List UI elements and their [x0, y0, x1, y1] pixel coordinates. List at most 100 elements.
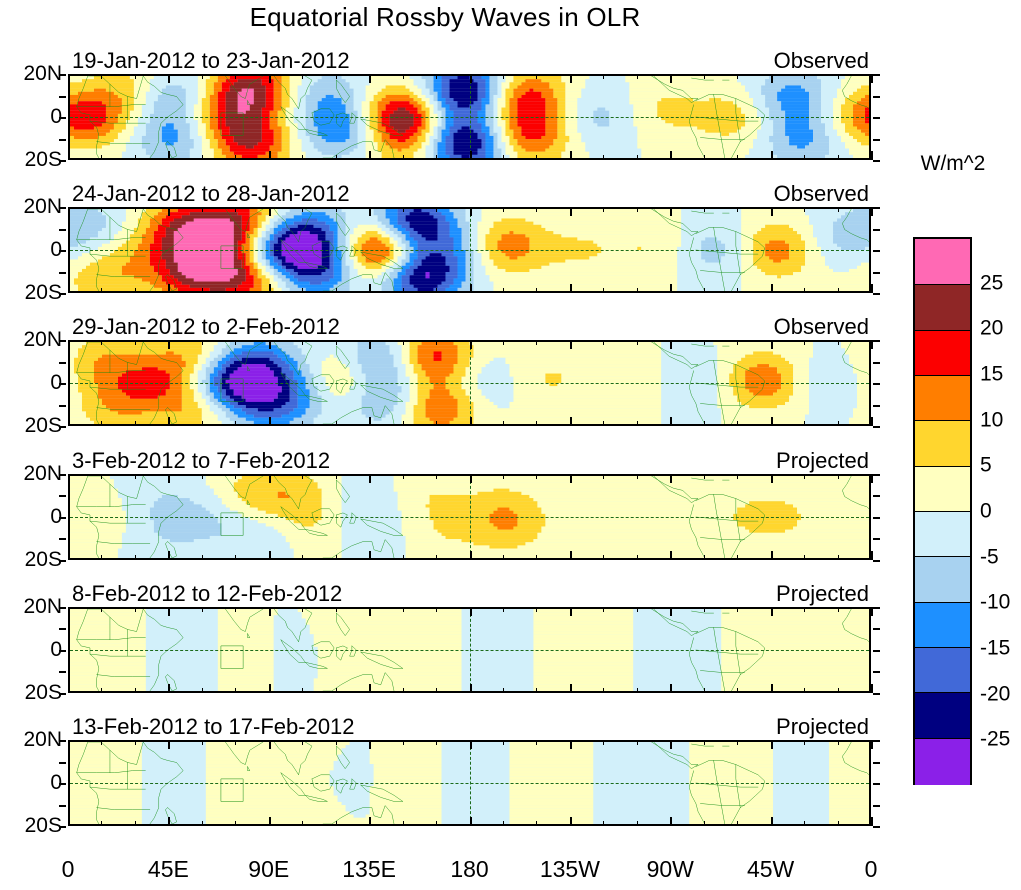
y-axis-tick-label: 20S — [24, 680, 62, 704]
dateline-guide-line — [469, 742, 471, 824]
colorbar-tick-label: 10 — [980, 408, 1004, 432]
y-axis-tick-label: 0 — [50, 504, 62, 528]
colorbar-band — [915, 420, 970, 468]
panel-date-range: 13-Feb-2012 to 17-Feb-2012 — [72, 714, 355, 739]
x-axis-tick-label: 135W — [539, 856, 600, 882]
panel-status-badge: Observed — [773, 181, 869, 207]
panel-header: 29-Jan-2012 to 2-Feb-2012 Observed — [68, 315, 871, 339]
dateline-guide-line — [469, 475, 471, 558]
y-axis-ticks — [59, 740, 68, 828]
panel-status-badge: Observed — [773, 48, 869, 73]
y-axis-ticks — [59, 207, 68, 296]
y-axis-tick-label: 20S — [24, 547, 62, 571]
y-axis-tick-label: 20S — [24, 414, 62, 438]
colorbar-band — [915, 556, 970, 604]
x-axis-labels: 0 45E 90E 135E 180 135W 90W 45W 0 — [0, 856, 1021, 886]
x-axis-ticks — [68, 74, 873, 83]
panel-date-range: 8-Feb-2012 to 12-Feb-2012 — [72, 580, 343, 606]
panel-header: 3-Feb-2012 to 7-Feb-2012 Projected — [68, 447, 871, 473]
map-panel[interactable] — [68, 74, 871, 160]
colorbar-tick-label: 5 — [980, 453, 992, 477]
y-axis-tick-label: 0 — [50, 771, 62, 794]
x-axis-ticks — [68, 340, 873, 350]
panel-status-badge: Projected — [776, 580, 869, 606]
colorbar-tick-label: -5 — [980, 545, 999, 569]
colorbar-band — [915, 601, 970, 649]
x-axis-tick-label: 0 — [864, 856, 878, 882]
y-axis-tick-label: 20N — [23, 328, 62, 352]
dateline-guide-line — [469, 342, 471, 425]
colorbar-band — [915, 465, 970, 513]
panel-date-range: 19-Jan-2012 to 23-Jan-2012 — [72, 48, 350, 73]
y-axis-tick-label: 20N — [23, 728, 62, 751]
y-axis-ticks — [871, 207, 880, 296]
x-axis-ticks — [68, 473, 873, 483]
colorbar — [913, 237, 972, 785]
colorbar-units-label: W/m^2 — [920, 152, 986, 175]
panel-date-range: 24-Jan-2012 to 28-Jan-2012 — [72, 181, 350, 207]
panel-header: 8-Feb-2012 to 12-Feb-2012 Projected — [68, 580, 871, 606]
y-axis-tick-label: 20S — [24, 148, 62, 171]
y-axis-tick-label: 0 — [50, 105, 62, 128]
colorbar-tick-label: 20 — [980, 316, 1004, 340]
colorbar-tick-label: 25 — [980, 271, 1004, 295]
y-axis-tick-label: 20S — [24, 281, 62, 305]
panel-header: 24-Jan-2012 to 28-Jan-2012 Observed — [68, 182, 871, 206]
y-axis-tick-label: 20N — [23, 195, 62, 219]
colorbar-band — [915, 647, 970, 695]
x-axis-ticks — [68, 740, 873, 749]
x-axis-tick-label: 45E — [147, 856, 189, 882]
colorbar-tick-label: -20 — [980, 682, 1011, 706]
y-axis-tick-label: 0 — [50, 371, 62, 395]
x-axis-ticks — [68, 207, 873, 217]
colorbar-band — [915, 511, 970, 559]
y-axis-tick-label: 0 — [50, 238, 62, 262]
panel-status-badge: Observed — [773, 314, 869, 340]
y-axis-tick-label: 20N — [23, 461, 62, 485]
panel-date-range: 29-Jan-2012 to 2-Feb-2012 — [72, 314, 340, 340]
panel-status-badge: Projected — [776, 714, 869, 739]
colorbar-band — [915, 329, 970, 377]
dateline-guide-line — [469, 608, 471, 691]
colorbar-tick-labels: 25 20 15 10 5 0 -5 -10 -15 -20 -25 — [976, 237, 1021, 785]
panel-header: 13-Feb-2012 to 17-Feb-2012 Projected — [68, 715, 871, 739]
y-axis-ticks — [871, 606, 880, 695]
y-axis-tick-label: 20S — [24, 814, 62, 837]
colorbar-tick-label: -15 — [980, 636, 1011, 660]
colorbar-band — [915, 239, 970, 286]
colorbar-tick-label: 15 — [980, 362, 1004, 386]
map-panel[interactable] — [68, 740, 871, 826]
y-axis-tick-label: 0 — [50, 637, 62, 661]
dateline-guide-line — [469, 76, 471, 158]
x-axis-ticks — [68, 817, 873, 826]
y-axis-ticks — [871, 473, 880, 562]
panel-status-badge: Projected — [776, 447, 869, 473]
panel-header: 19-Jan-2012 to 23-Jan-2012 Observed — [68, 49, 871, 73]
x-axis-tick-label: 135E — [342, 856, 396, 882]
page-title: Equatorial Rossby Waves in OLR — [249, 2, 641, 32]
map-panel[interactable] — [68, 473, 871, 560]
y-axis-ticks — [871, 74, 880, 162]
x-axis-ticks — [68, 417, 873, 427]
x-axis-ticks — [68, 550, 873, 560]
y-axis-ticks — [59, 606, 68, 695]
colorbar-tick-label: -10 — [980, 590, 1011, 614]
map-panel[interactable] — [68, 207, 871, 294]
x-axis-tick-label: 90W — [646, 856, 694, 882]
map-panel[interactable] — [68, 340, 871, 427]
colorbar-band — [915, 737, 970, 785]
colorbar-tick-label: -25 — [980, 727, 1011, 751]
colorbar-band — [915, 692, 970, 740]
x-axis-tick-label: 90E — [248, 856, 290, 882]
y-axis-tick-label: 20N — [23, 62, 62, 85]
dateline-guide-line — [469, 209, 471, 292]
x-axis-tick-label: 45W — [746, 856, 795, 882]
x-axis-tick-label: 0 — [61, 856, 75, 882]
x-axis-ticks — [68, 606, 873, 616]
x-axis-ticks — [68, 683, 873, 693]
colorbar-band — [915, 284, 970, 332]
map-panel[interactable] — [68, 606, 871, 693]
colorbar-band — [915, 375, 970, 423]
y-axis-ticks — [59, 74, 68, 162]
